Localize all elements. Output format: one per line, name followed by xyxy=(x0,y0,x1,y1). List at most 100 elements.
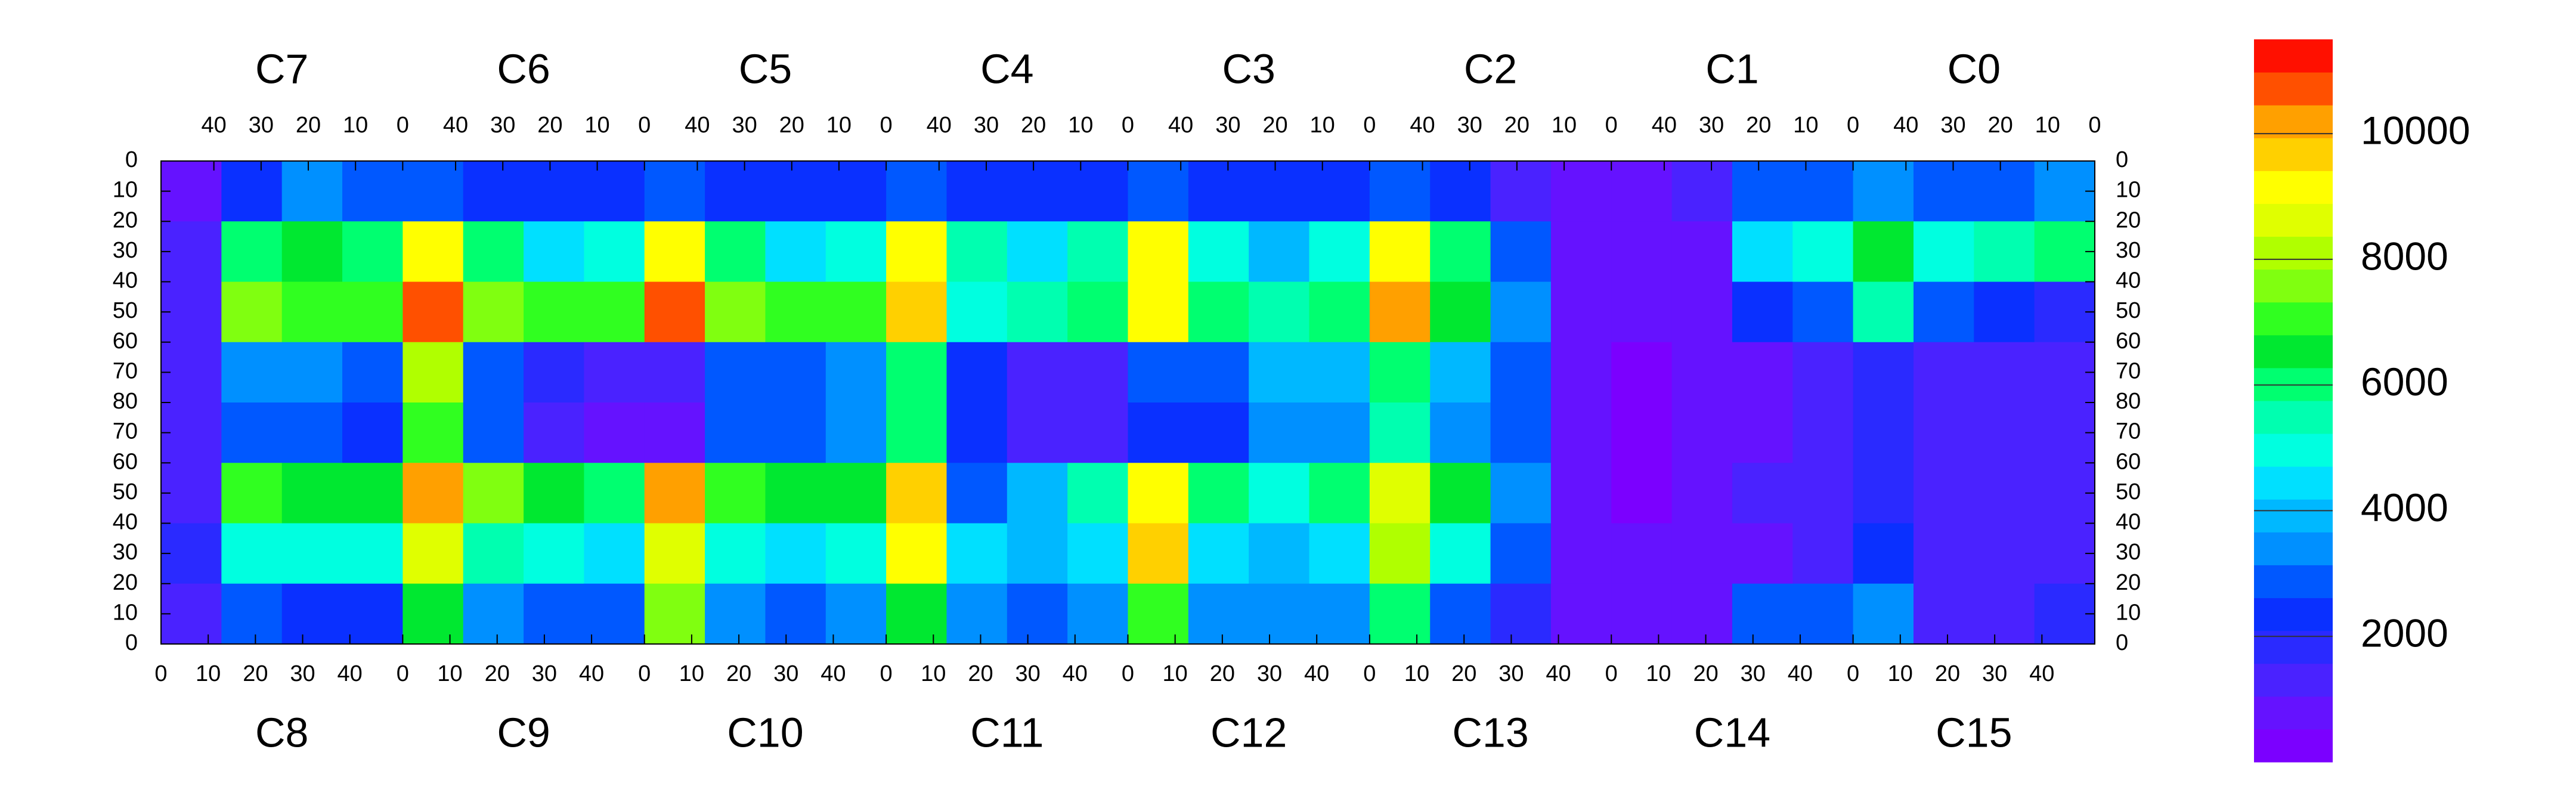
sector-top-label: C6 xyxy=(497,45,550,92)
heatmap-cell xyxy=(281,342,343,403)
heatmap-cell xyxy=(463,221,524,282)
heatmap-cell xyxy=(402,463,464,524)
heatmap-cell xyxy=(1007,221,1068,282)
heatmap-cell xyxy=(1128,281,1189,343)
heatmap-cell xyxy=(584,402,645,463)
sector-bottom-label: C15 xyxy=(1936,709,2012,756)
heatmap-cell xyxy=(1550,342,1612,403)
heatmap-cell xyxy=(281,221,343,282)
heatmap-cell xyxy=(825,342,887,403)
heatmap-cell xyxy=(886,221,947,282)
sector-top-label: C2 xyxy=(1464,45,1517,92)
heatmap-cell xyxy=(644,342,705,403)
colorbar-band xyxy=(2254,171,2333,204)
heatmap-cell xyxy=(1249,402,1310,463)
heatmap-cell xyxy=(1913,221,1974,282)
heatmap-cell xyxy=(221,463,283,524)
heatmap-cell xyxy=(765,402,826,463)
heatmap-cell xyxy=(1369,161,1431,222)
x2-tick-label: 10 xyxy=(1310,113,1335,138)
heatmap-cell xyxy=(644,281,705,343)
heatmap-cell xyxy=(1490,463,1552,524)
heatmap-cell xyxy=(1853,463,1914,524)
heatmap-cell xyxy=(1974,221,2035,282)
sector-bottom-label: C12 xyxy=(1210,709,1287,756)
heatmap-cell xyxy=(1128,463,1189,524)
heatmap-cell xyxy=(705,402,766,463)
heatmap-cell xyxy=(1128,583,1189,645)
x-tick-label: 30 xyxy=(1015,661,1041,686)
x2-tick-label: 0 xyxy=(1363,113,1376,138)
heatmap-cell xyxy=(1974,463,2035,524)
x-tick-label: 20 xyxy=(243,661,268,686)
heatmap-cell xyxy=(1792,583,1854,645)
heatmap-cell xyxy=(2034,342,2095,403)
x2-tick-label: 20 xyxy=(537,113,562,138)
heatmap-cell xyxy=(1913,402,1974,463)
heatmap-cell xyxy=(825,281,887,343)
x2-tick-label: 30 xyxy=(490,113,515,138)
heatmap-cell xyxy=(1188,463,1249,524)
heatmap-cell xyxy=(1067,281,1128,343)
x2-tick-label: 40 xyxy=(927,113,952,138)
sector-top-label: C3 xyxy=(1222,45,1275,92)
y-tick-label-right: 20 xyxy=(2116,570,2141,595)
heatmap-cell xyxy=(281,161,343,222)
colorbar-band xyxy=(2254,269,2333,303)
heatmap-cell xyxy=(524,342,584,403)
heatmap-cell xyxy=(342,583,403,645)
heatmap-cell xyxy=(402,221,464,282)
heatmap-cell xyxy=(1671,281,1733,343)
heatmap-cell xyxy=(584,463,645,524)
x-tick-label: 20 xyxy=(1451,661,1476,686)
heatmap-cell xyxy=(524,221,584,282)
heatmap-cell xyxy=(1792,463,1854,524)
heatmap-cell xyxy=(1007,342,1068,403)
heatmap-cell xyxy=(2034,583,2095,645)
heatmap-cell xyxy=(463,523,524,584)
x2-tick-label: 0 xyxy=(397,113,409,138)
x-tick-label: 0 xyxy=(638,661,651,686)
y-tick-label: 60 xyxy=(113,329,138,354)
heatmap-cell xyxy=(765,221,826,282)
y-tick-label-right: 10 xyxy=(2116,178,2141,203)
x-tick-label: 0 xyxy=(154,661,167,686)
x-tick-label: 10 xyxy=(1646,661,1671,686)
x2-tick-label: 0 xyxy=(880,113,893,138)
heatmap-cell xyxy=(1067,221,1128,282)
heatmap-cell xyxy=(1249,281,1310,343)
x2-tick-label: 40 xyxy=(1168,113,1193,138)
colorbar-band xyxy=(2254,729,2333,763)
heatmap-cell xyxy=(161,402,222,463)
y-tick-label: 70 xyxy=(113,358,138,383)
x-tick-label: 30 xyxy=(1498,661,1524,686)
heatmap-cell xyxy=(1611,342,1673,403)
heatmap-cell xyxy=(1611,583,1673,645)
heatmap-cell xyxy=(161,281,222,343)
x2-tick-label: 10 xyxy=(584,113,609,138)
heatmap-cell xyxy=(946,463,1008,524)
heatmap-cell xyxy=(886,402,947,463)
heatmap-cell xyxy=(1249,161,1310,222)
heatmap-cell xyxy=(1792,342,1854,403)
heatmap-cell xyxy=(946,523,1008,584)
heatmap-cell xyxy=(1490,583,1552,645)
heatmap-cell xyxy=(1732,342,1793,403)
heatmap-cell xyxy=(463,463,524,524)
colorbar-band xyxy=(2254,138,2333,171)
heatmap-cell xyxy=(765,523,826,584)
x-tick-label: 40 xyxy=(338,661,363,686)
x2-tick-label: 40 xyxy=(1410,113,1435,138)
x-tick-label: 20 xyxy=(1210,661,1235,686)
heatmap-cell xyxy=(1853,221,1914,282)
heatmap-cell xyxy=(1732,463,1793,524)
x2-tick-label: 0 xyxy=(1847,113,1859,138)
heatmap-cell xyxy=(221,161,283,222)
heatmap-cell xyxy=(2034,161,2095,222)
y-tick-label-right: 10 xyxy=(2116,600,2141,625)
colorbar-band xyxy=(2254,630,2333,664)
heatmap-cell xyxy=(1309,463,1370,524)
heatmap-cell xyxy=(1732,523,1793,584)
heatmap-cell xyxy=(705,342,766,403)
x2-tick-label: 40 xyxy=(685,113,710,138)
